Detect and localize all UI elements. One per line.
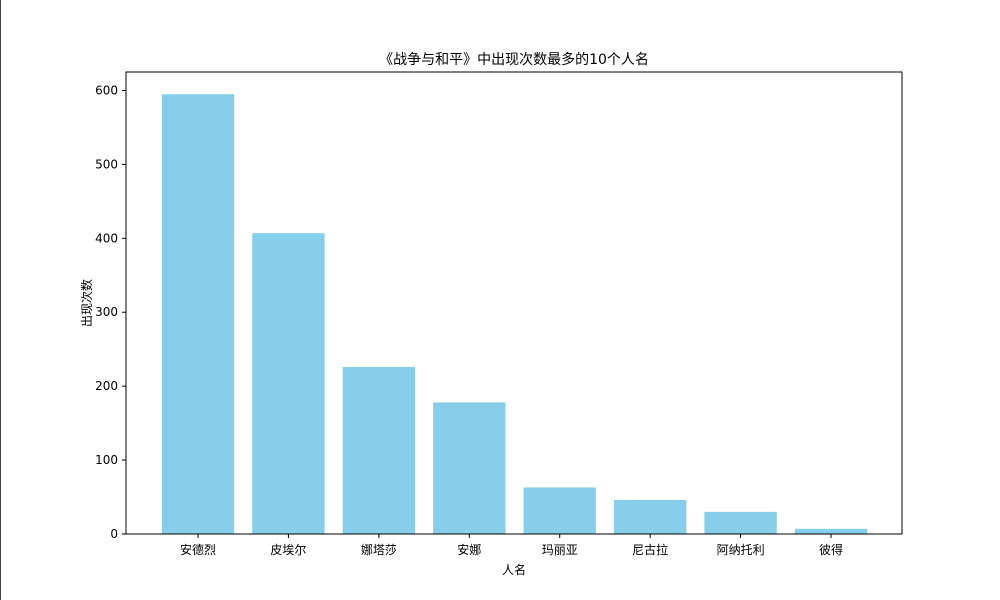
y-tick-label: 400	[95, 231, 118, 245]
x-tick-label: 彼得	[819, 542, 843, 557]
y-tick-label: 200	[95, 379, 118, 393]
x-tick-label: 皮埃尔	[270, 542, 306, 557]
bar-5	[613, 500, 687, 534]
x-tick-label: 尼古拉	[632, 542, 668, 557]
y-tick-label: 600	[95, 83, 118, 97]
plot-frame	[125, 71, 903, 535]
x-tick-label: 娜塔莎	[361, 543, 397, 557]
bar-1	[252, 233, 325, 534]
y-tick-label: 0	[110, 527, 118, 541]
y-axis-label: 出现次数	[79, 279, 94, 327]
x-axis: 安德烈 皮埃尔 娜塔莎 安娜 玛丽亚 尼古拉 阿纳托利 彼得	[180, 534, 843, 557]
bar-6	[704, 511, 777, 534]
y-tick-label: 100	[95, 453, 118, 467]
bar-0	[161, 94, 235, 535]
x-axis-label: 人名	[502, 562, 526, 577]
chart-title: 《战争与和平》中出现次数最多的10个人名	[379, 51, 649, 68]
y-axis: 0 100 200 300 400 500 600	[95, 83, 126, 541]
x-tick-label: 安娜	[457, 542, 481, 557]
bars-layer	[161, 94, 868, 535]
x-tick-label: 安德烈	[180, 542, 216, 557]
bar-2	[342, 366, 416, 534]
x-tick-label: 玛丽亚	[542, 543, 578, 557]
y-tick-label: 500	[95, 157, 118, 171]
x-tick-label: 阿纳托利	[717, 543, 765, 557]
bar-4	[523, 487, 596, 534]
y-tick-label: 300	[95, 305, 118, 319]
bar-3	[433, 402, 506, 534]
bar-7	[794, 528, 868, 534]
